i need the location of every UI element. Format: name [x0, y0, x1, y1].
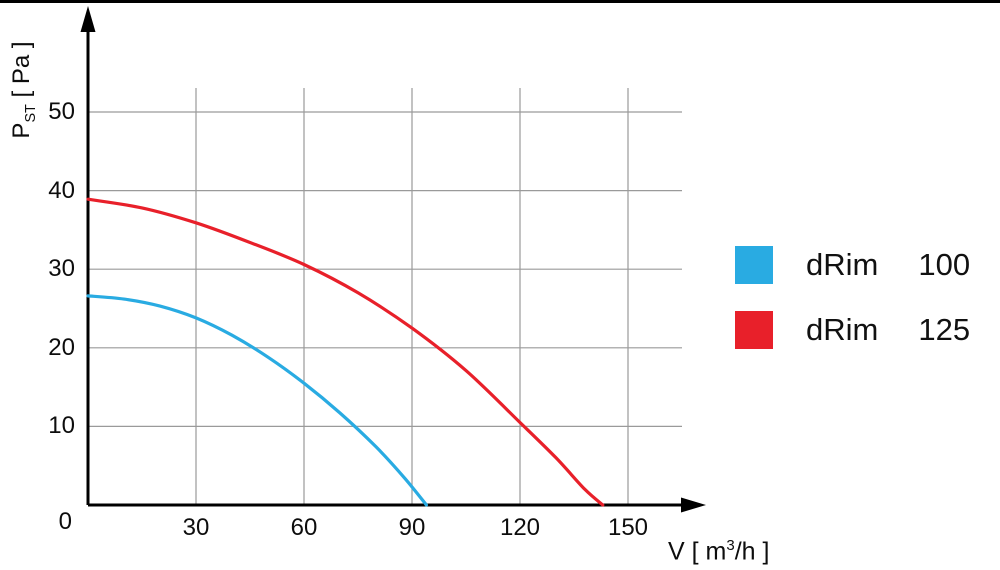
x-axis-units: /h ]: [734, 537, 770, 566]
y-axis-subscript: ST: [22, 104, 39, 123]
y-tick-label: 10: [48, 412, 75, 440]
x-axis-arrow: [681, 497, 706, 513]
x-tick-label: 120: [499, 514, 541, 541]
y-axis-arrow: [80, 6, 96, 32]
curve-drim-100: [86, 294, 428, 507]
x-axis-symbol: V [ m: [668, 537, 727, 566]
curve-drim-125: [86, 197, 605, 507]
y-axis-symbol: P: [8, 122, 35, 139]
x-tick-label: 60: [290, 514, 318, 541]
y-tick-label: 30: [48, 255, 75, 283]
legend-label: dRim 100: [806, 247, 970, 283]
y-tick-label: 50: [48, 98, 75, 125]
legend-size: 125: [918, 312, 971, 347]
y-tick-label: 40: [48, 176, 75, 204]
legend: dRim 100 dRim 125: [735, 246, 970, 349]
legend-swatch-blue: [735, 246, 773, 284]
origin-tick-label: 0: [58, 508, 72, 535]
legend-label: dRim 125: [806, 312, 970, 348]
legend-size: 100: [918, 247, 971, 282]
top-border: [0, 0, 1000, 3]
y-axis-units: [ Pa ]: [8, 41, 35, 105]
legend-model: dRim: [806, 247, 879, 282]
legend-item-drim-125: dRim 125: [735, 311, 970, 349]
legend-model: dRim: [806, 312, 879, 347]
x-axis-superscript: 3: [726, 537, 735, 554]
y-tick-label: 20: [48, 333, 75, 361]
x-tick-label: 30: [182, 514, 210, 541]
legend-item-drim-100: dRim 100: [735, 246, 970, 284]
x-axis-title: V [ m3/h ]: [668, 537, 769, 566]
y-axis-title: PST [ Pa ]: [8, 10, 39, 170]
x-tick-label: 90: [398, 514, 426, 541]
x-tick-label: 150: [607, 514, 649, 541]
legend-swatch-red: [735, 311, 773, 349]
